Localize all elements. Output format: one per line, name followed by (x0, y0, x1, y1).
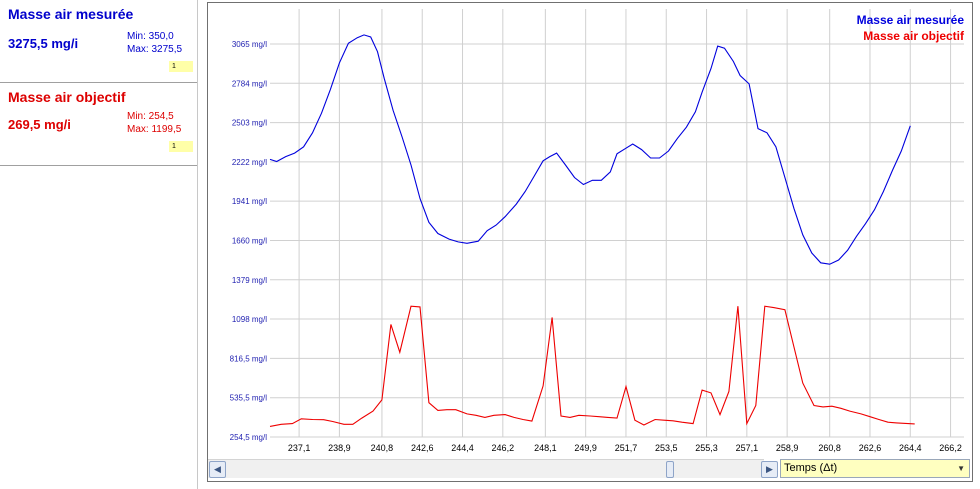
horizontal-scrollbar[interactable]: ◀ ▶ (208, 459, 778, 478)
scroll-left-button[interactable]: ◀ (209, 461, 226, 478)
x-tick-label: 262,6 (859, 443, 882, 453)
x-tick-label: 242,6 (411, 443, 434, 453)
x-tick-label: 246,2 (492, 443, 515, 453)
chart-series (269, 34, 915, 427)
series-line-measured (269, 34, 911, 265)
x-tick-label: 258,9 (776, 443, 799, 453)
legend-entry-target: Masse air objectif (863, 29, 964, 43)
parameter-max: Max: 1199,5 (127, 124, 182, 135)
y-axis-ticks: 254,5 mg/l 535,5 mg/l 816,5 mg/l 1098 mg/l 1… (230, 40, 268, 442)
x-tick-label: 264,4 (899, 443, 922, 453)
chevron-right-icon: ▶ (766, 464, 773, 474)
y-tick-label: 1098 mg/l (232, 315, 267, 324)
y-tick-label: 2222 mg/l (232, 158, 267, 167)
chevron-left-icon: ◀ (214, 464, 221, 474)
parameter-title: Masse air mesurée (8, 6, 134, 22)
y-tick-label: 1660 mg/l (232, 236, 267, 245)
target-air-mass-box[interactable]: Masse air objectif 269,5 mg/i Min: 254,5… (0, 83, 197, 166)
x-axis-ticks: 237,1 238,9 240,8 242,6 244,4 246,2 248,1 249,9… (288, 443, 962, 453)
parameter-value: 3275,5 mg/i (8, 36, 79, 51)
parameter-max: Max: 3275,5 (127, 44, 183, 55)
x-tick-label: 253,5 (655, 443, 678, 453)
y-tick-label: 816,5 mg/l (230, 354, 268, 363)
scroll-right-button[interactable]: ▶ (761, 461, 778, 478)
x-tick-label: 257,1 (736, 443, 759, 453)
x-axis-selector-label: Temps (Δt) (784, 462, 838, 474)
y-tick-label: 254,5 mg/l (230, 433, 268, 442)
parameter-title: Masse air objectif (8, 89, 126, 105)
parameter-value: 269,5 mg/i (8, 117, 71, 132)
x-tick-label: 251,7 (615, 443, 638, 453)
x-tick-label: 248,1 (534, 443, 557, 453)
parameter-badge[interactable]: 1 (169, 61, 193, 72)
y-tick-label: 535,5 mg/l (230, 394, 268, 403)
x-axis-selector[interactable]: Temps (Δt) ▼ (780, 459, 970, 478)
series-line-target (269, 305, 915, 427)
y-tick-label: 1379 mg/l (232, 276, 267, 285)
measured-air-mass-box[interactable]: Masse air mesurée 3275,5 mg/i Min: 350,0… (0, 0, 197, 83)
x-tick-label: 237,1 (288, 443, 311, 453)
x-tick-label: 244,4 (451, 443, 474, 453)
line-chart[interactable]: 254,5 mg/l 535,5 mg/l 816,5 mg/l 1098 mg/l 1… (208, 3, 972, 459)
x-tick-label: 240,8 (371, 443, 394, 453)
y-tick-label: 1941 mg/l (232, 197, 267, 206)
y-tick-label: 2784 mg/l (232, 79, 267, 88)
x-tick-label: 260,8 (818, 443, 841, 453)
x-tick-label: 249,9 (574, 443, 597, 453)
x-tick-label: 266,2 (939, 443, 962, 453)
parameter-min: Min: 254,5 (127, 111, 174, 122)
y-tick-label: 3065 mg/l (232, 40, 267, 49)
measurement-panel: Masse air mesurée 3275,5 mg/i Min: 350,0… (0, 0, 198, 489)
x-tick-label: 255,3 (695, 443, 718, 453)
chart-frame: 254,5 mg/l 535,5 mg/l 816,5 mg/l 1098 mg/l 1… (207, 2, 973, 482)
scroll-thumb[interactable] (666, 461, 674, 478)
chart-grid (270, 9, 964, 438)
x-tick-label: 238,9 (328, 443, 351, 453)
legend-entry-measured: Masse air mesurée (856, 13, 964, 27)
parameter-badge[interactable]: 1 (169, 141, 193, 152)
parameter-min: Min: 350,0 (127, 31, 174, 42)
y-tick-label: 2503 mg/l (232, 119, 267, 128)
chevron-down-icon: ▼ (957, 464, 965, 473)
